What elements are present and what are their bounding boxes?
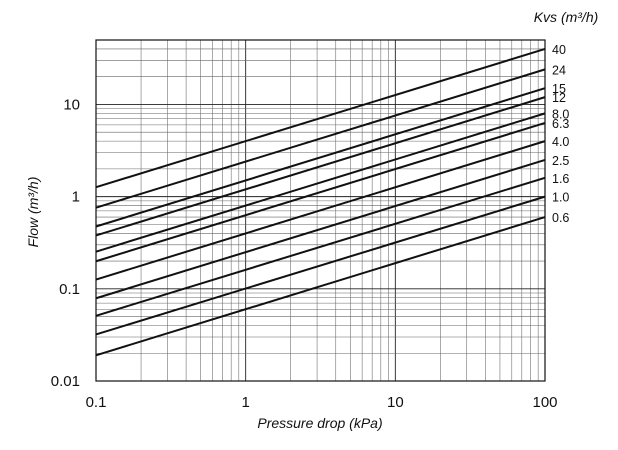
series-label: 40	[552, 43, 566, 57]
series-label: 24	[552, 63, 566, 77]
y-axis-ticks: 0.01 0.1 1 10	[51, 96, 80, 390]
series-line-kvs-12	[95, 96, 546, 237]
x-tick-label: 0.1	[86, 394, 107, 411]
legend-title: Kvs (m³/h)	[534, 9, 599, 25]
x-tick-label: 1	[241, 394, 249, 411]
series-label: 4.0	[552, 135, 569, 149]
series-label: 12	[552, 91, 566, 105]
series-label: 15	[552, 82, 566, 96]
series-line-kvs-2_5	[95, 158, 546, 300]
x-axis-title: Pressure drop (kPa)	[257, 415, 382, 431]
series-label: 1.0	[552, 191, 569, 205]
series-line-kvs-6_3	[95, 121, 546, 263]
series-lines	[95, 47, 546, 357]
series-label: 2.5	[552, 154, 569, 168]
series-label: 8.0	[552, 107, 569, 121]
series-line-kvs-40	[95, 47, 546, 189]
series-label: 6.3	[552, 117, 569, 131]
x-tick-label: 10	[387, 394, 404, 411]
series-label: 0.6	[552, 211, 569, 225]
y-tick-label: 10	[63, 96, 80, 113]
y-tick-label: 0.1	[59, 281, 80, 298]
series-line-kvs-8_0	[95, 112, 546, 253]
series-line-kvs-1_0	[95, 195, 546, 336]
series-line-kvs-4_0	[95, 140, 546, 281]
chart-grid	[95, 39, 545, 382]
series-label: 1.6	[552, 172, 569, 186]
x-axis-ticks: 0.1 1 10 100	[86, 394, 558, 411]
series-line-kvs-24	[95, 68, 546, 209]
series-line-kvs-15	[95, 87, 546, 228]
series-line-kvs-1_6	[95, 176, 546, 317]
series-line-kvs-0_6	[95, 216, 546, 357]
y-axis-title: Flow (m³/h)	[25, 177, 41, 248]
x-tick-label: 100	[532, 394, 557, 411]
y-tick-label: 0.01	[51, 373, 80, 390]
y-tick-label: 1	[72, 189, 80, 206]
plot-frame	[95, 39, 546, 382]
